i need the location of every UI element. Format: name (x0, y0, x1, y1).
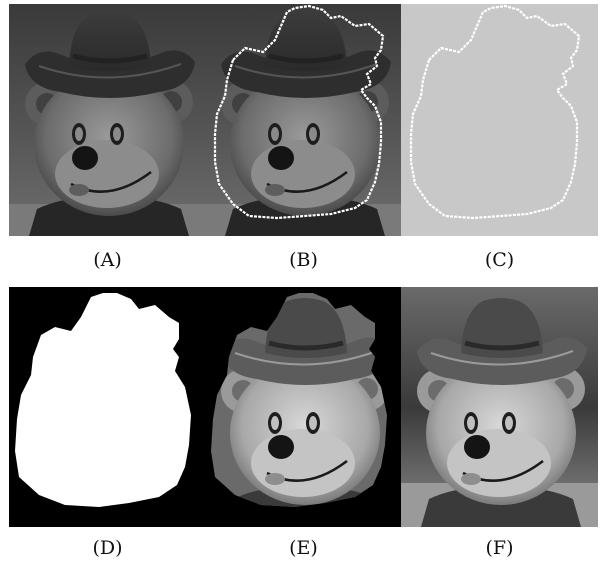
panel-f-enhanced-image (401, 287, 598, 527)
caption-f: (F) (485, 537, 514, 559)
panel-c-contour-only (401, 4, 598, 236)
caption-a: (A) (93, 249, 122, 271)
panel-b-contour-overlay (205, 4, 402, 236)
caption-d: (D) (92, 537, 123, 559)
panel-d-binary-mask (9, 287, 206, 527)
caption-c: (C) (484, 249, 515, 271)
caption-b: (B) (289, 249, 318, 271)
panel-e-segmented-object (205, 287, 402, 527)
caption-e: (E) (289, 537, 318, 559)
panel-a-original-image (9, 4, 206, 236)
